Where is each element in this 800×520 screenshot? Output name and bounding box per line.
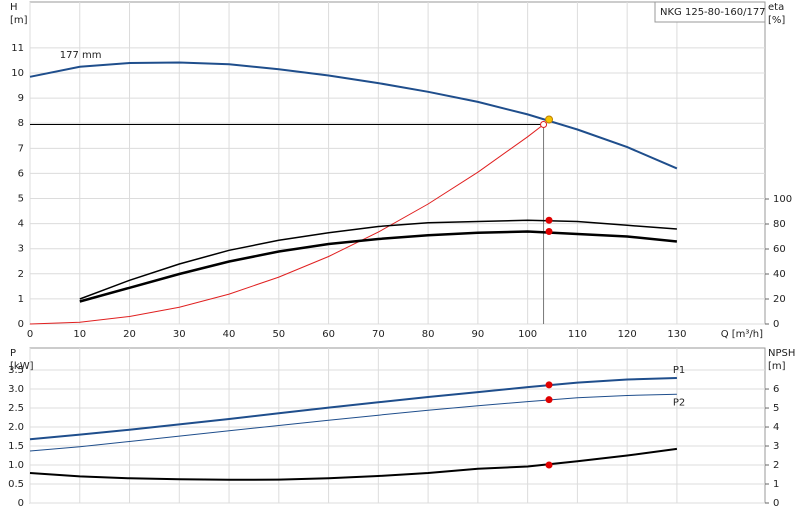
y-tick-label: 2.0 bbox=[8, 422, 24, 433]
x-tick-label: 110 bbox=[568, 329, 587, 340]
x-tick-label: 80 bbox=[422, 329, 435, 340]
y2-tick-label: 20 bbox=[773, 294, 786, 305]
x-tick-label: 50 bbox=[272, 329, 285, 340]
y2-tick-label: 2 bbox=[773, 460, 779, 471]
y-tick-label: 0.5 bbox=[8, 479, 24, 490]
y-tick-label: 4 bbox=[18, 219, 24, 230]
x-tick-label: 10 bbox=[73, 329, 86, 340]
y-tick-label: 9 bbox=[18, 93, 24, 104]
y-tick-label: 1 bbox=[18, 294, 24, 305]
y2-axis-unit: [m] bbox=[768, 361, 786, 372]
y-axis-unit: [m] bbox=[10, 15, 28, 26]
y2-tick-label: 1 bbox=[773, 479, 779, 490]
y2-tick-label: 40 bbox=[773, 269, 786, 280]
series-line bbox=[79, 230, 678, 303]
x-tick-label: 120 bbox=[618, 329, 637, 340]
y-tick-label: 2 bbox=[18, 269, 24, 280]
plot-frame bbox=[29, 347, 766, 504]
y2-tick-label: 80 bbox=[773, 219, 786, 230]
plot-frame bbox=[29, 1, 766, 325]
y-axis-label: P bbox=[10, 348, 16, 359]
x-tick-label: 30 bbox=[173, 329, 186, 340]
operating-point bbox=[545, 396, 553, 404]
series-line bbox=[29, 393, 677, 452]
y2-tick-label: 0 bbox=[773, 319, 779, 330]
label-box-text: NKG 125-80-160/177 bbox=[660, 7, 766, 18]
x-tick-label: 20 bbox=[123, 329, 136, 340]
operating-point bbox=[545, 461, 553, 469]
operating-point bbox=[545, 115, 554, 124]
y-tick-label: 1.5 bbox=[8, 441, 24, 452]
series-line bbox=[29, 377, 677, 441]
y-tick-label: 10 bbox=[11, 68, 24, 79]
y-tick-label: 3.5 bbox=[8, 365, 24, 376]
y2-tick-label: 3 bbox=[773, 441, 779, 452]
operating-point bbox=[545, 228, 553, 235]
x-tick-label: 100 bbox=[518, 329, 537, 340]
series-name: P2 bbox=[673, 397, 685, 408]
duty-point bbox=[540, 120, 548, 128]
operating-point bbox=[545, 216, 553, 224]
y-axis-unit: [kW] bbox=[10, 361, 34, 372]
y-axis-label: H bbox=[10, 2, 18, 13]
y-tick-label: 3.0 bbox=[8, 384, 24, 395]
y2-tick-label: 5 bbox=[773, 403, 779, 414]
y2-tick-label: 100 bbox=[773, 194, 792, 205]
y-tick-label: 6 bbox=[18, 168, 24, 179]
series-line bbox=[29, 124, 544, 325]
series-line bbox=[29, 447, 678, 481]
y2-tick-label: 60 bbox=[773, 244, 786, 255]
y-tick-label: 0 bbox=[18, 498, 24, 509]
y-tick-label: 1.0 bbox=[8, 460, 24, 471]
series-line bbox=[79, 219, 677, 300]
x-tick-label: 40 bbox=[223, 329, 236, 340]
y2-tick-label: 6 bbox=[773, 384, 779, 395]
y-tick-label: 0 bbox=[18, 319, 24, 330]
y2-tick-label: 4 bbox=[773, 422, 779, 433]
x-axis-label: Q [m³/h] bbox=[721, 329, 763, 340]
series-line bbox=[29, 61, 678, 170]
x-tick-label: 0 bbox=[27, 329, 33, 340]
x-tick-label: 130 bbox=[667, 329, 686, 340]
series-name: 177 mm bbox=[60, 50, 102, 61]
x-tick-label: 60 bbox=[322, 329, 335, 340]
y-tick-label: 8 bbox=[18, 118, 24, 129]
x-tick-label: 70 bbox=[372, 329, 385, 340]
series-name: P1 bbox=[673, 365, 685, 376]
y-tick-label: 11 bbox=[11, 43, 24, 54]
x-tick-label: 90 bbox=[472, 329, 485, 340]
y-tick-label: 3 bbox=[18, 244, 24, 255]
y2-axis-label: NPSH bbox=[768, 348, 795, 359]
y-tick-label: 5 bbox=[18, 194, 24, 205]
y-tick-label: 2.5 bbox=[8, 403, 24, 414]
operating-point bbox=[545, 381, 553, 389]
y-tick-label: 7 bbox=[18, 143, 24, 154]
y2-axis-label: eta bbox=[768, 2, 784, 13]
y2-axis-unit: [%] bbox=[768, 15, 785, 26]
label-box bbox=[654, 1, 766, 23]
y2-tick-label: 0 bbox=[773, 498, 779, 509]
